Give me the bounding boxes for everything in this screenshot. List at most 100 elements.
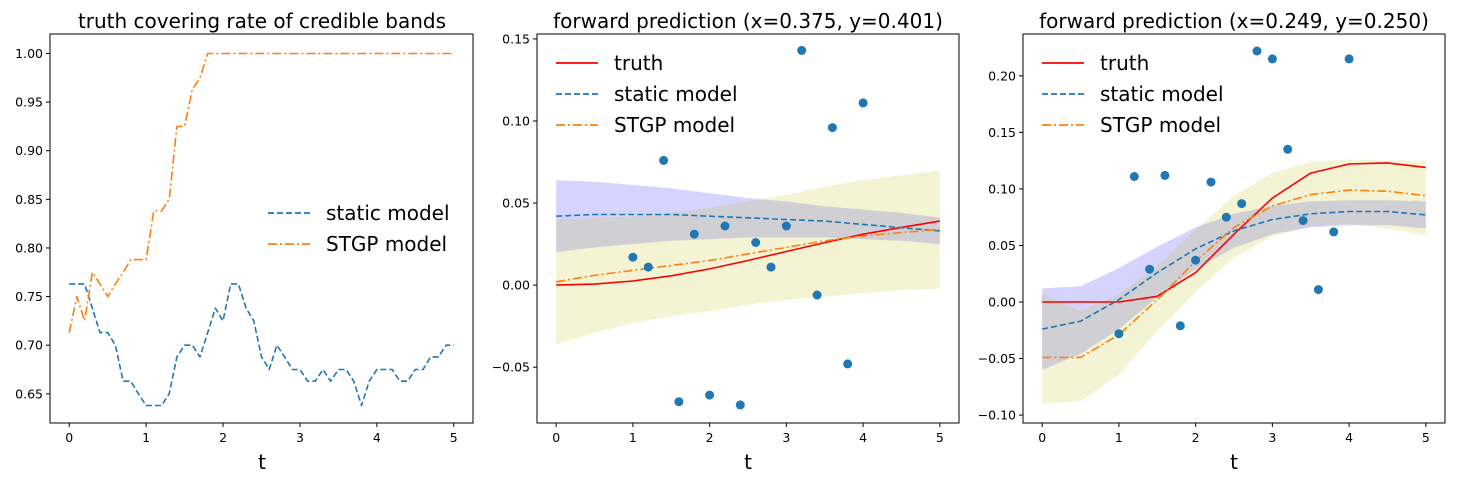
legend-label: truth — [614, 51, 663, 75]
series-line — [556, 228, 940, 283]
legend-label: STGP model — [614, 113, 735, 137]
tick-layer: 0 1 2 3 4 5 −0.10 −0.05 0.00 0.05 0.10 0.15 0.20 — [978, 68, 1430, 445]
legend-label: static model — [614, 82, 738, 106]
observation-point — [674, 397, 684, 407]
plot-area — [1042, 46, 1426, 404]
tick-layer: 0 1 2 3 4 5 −0.05 0.00 0.05 0.10 0.15 — [492, 31, 944, 445]
legend-label: STGP model — [1100, 113, 1221, 137]
observation-point — [1129, 172, 1139, 181]
series-line — [556, 220, 940, 286]
y-tick-label: 0.70 — [15, 338, 43, 353]
series-line — [69, 283, 454, 407]
observation-point — [628, 252, 638, 262]
series-line — [1042, 210, 1426, 330]
x-tick-label: 2 — [1192, 430, 1200, 445]
y-tick-label: 0.75 — [15, 289, 43, 304]
observation-point — [1298, 216, 1308, 226]
series-line — [68, 52, 454, 333]
legend: truth static model STGP model — [556, 51, 738, 137]
x-tick-label: 5 — [936, 430, 944, 445]
observation-point — [1114, 329, 1124, 339]
observation-point — [1191, 255, 1201, 265]
x-axis-label: t — [258, 450, 266, 474]
chart-title: forward prediction (x=0.375, y=0.401) — [553, 9, 943, 33]
tick-layer: 0 1 2 3 4 5 0.65 0.70 0.75 0.80 0.85 0.90 0.95 1.00 — [15, 46, 458, 445]
x-tick-label: 3 — [296, 430, 304, 445]
x-tick-label: 0 — [65, 430, 73, 445]
x-tick-label: 2 — [219, 430, 227, 445]
observation-point — [1313, 285, 1323, 295]
observation-point — [797, 45, 807, 55]
axes-frame — [1022, 33, 1446, 424]
x-tick-label: 1 — [142, 430, 150, 445]
x-tick-label: 3 — [1268, 430, 1276, 445]
plot-area — [556, 45, 940, 410]
y-tick-label: 0.10 — [502, 113, 530, 128]
observation-point — [1329, 227, 1339, 237]
series-line — [1042, 162, 1426, 303]
observation-point — [1283, 144, 1293, 154]
x-tick-label: 1 — [629, 430, 637, 445]
y-tick-label: 0.20 — [988, 68, 1016, 83]
y-tick-label: 0.15 — [502, 31, 530, 46]
y-tick-label: −0.10 — [978, 408, 1016, 423]
y-tick-label: 0.85 — [15, 192, 43, 207]
observation-point — [1175, 321, 1185, 331]
x-tick-label: 0 — [1038, 430, 1046, 445]
legend: truth static model STGP model — [1042, 51, 1224, 137]
observation-point — [1344, 54, 1354, 64]
observation-point — [827, 123, 837, 133]
panel-forward-prediction-2: forward prediction (x=0.249, y=0.250) 0 1… — [978, 9, 1446, 474]
y-tick-label: 0.80 — [15, 240, 43, 255]
observation-point — [705, 390, 715, 400]
observation-point — [1206, 177, 1216, 187]
x-axis-label: t — [1230, 450, 1238, 474]
observation-point — [1237, 199, 1247, 209]
legend-label: truth — [1100, 51, 1149, 75]
x-axis-label: t — [744, 450, 752, 474]
x-tick-label: 4 — [1345, 430, 1353, 445]
observation-point — [735, 400, 745, 410]
x-tick-label: 1 — [1115, 430, 1123, 445]
y-tick-label: 0.00 — [988, 295, 1016, 310]
y-tick-label: 0.05 — [502, 196, 530, 211]
legend-label: static model — [326, 201, 450, 225]
credible-band — [556, 180, 940, 253]
y-tick-label: 1.00 — [15, 46, 43, 61]
y-tick-label: 0.95 — [15, 95, 43, 110]
y-tick-label: 0.05 — [988, 238, 1016, 253]
chart-title: forward prediction (x=0.249, y=0.250) — [1039, 9, 1429, 33]
y-tick-label: 0.10 — [988, 181, 1016, 196]
legend-label: static model — [1100, 82, 1224, 106]
x-tick-label: 5 — [450, 430, 458, 445]
x-tick-label: 0 — [552, 430, 560, 445]
x-tick-label: 3 — [782, 430, 790, 445]
y-tick-label: −0.05 — [978, 351, 1016, 366]
credible-band — [556, 170, 940, 345]
series-line — [556, 213, 940, 232]
observation-point — [1267, 54, 1277, 64]
x-tick-label: 4 — [373, 430, 381, 445]
chart-title: truth covering rate of credible bands — [78, 9, 446, 33]
y-tick-label: 0.65 — [15, 386, 43, 401]
observation-point — [1145, 264, 1155, 274]
observation-point — [659, 155, 669, 165]
observation-point — [1252, 46, 1262, 56]
observation-point — [858, 98, 868, 108]
observation-point — [689, 229, 699, 239]
x-tick-label: 4 — [859, 430, 867, 445]
panel-coverage-rate: truth covering rate of credible bands 0 1… — [15, 9, 474, 474]
y-tick-label: 0.90 — [15, 143, 43, 158]
axes-frame — [536, 33, 960, 424]
observation-point — [843, 359, 853, 369]
observation-point — [1160, 170, 1170, 180]
y-tick-label: −0.05 — [492, 360, 530, 375]
y-tick-label: 0.15 — [988, 125, 1016, 140]
series-line — [1042, 189, 1426, 359]
x-tick-label: 2 — [706, 430, 714, 445]
plot-area — [68, 52, 454, 407]
observation-point — [1221, 212, 1231, 222]
observation-point — [643, 262, 653, 272]
panel-forward-prediction-1: forward prediction (x=0.375, y=0.401) 0 1… — [492, 9, 960, 474]
